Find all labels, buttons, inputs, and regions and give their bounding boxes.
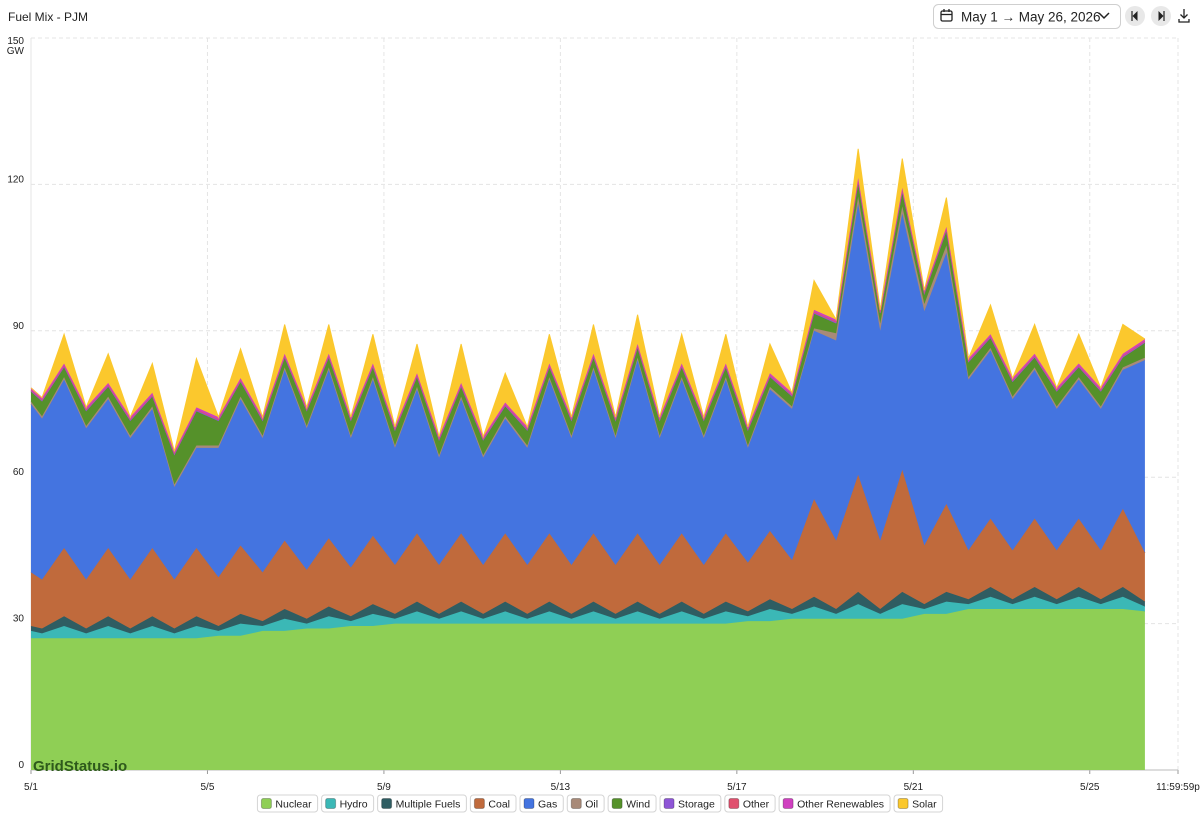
x-tick-label: 11:59:59p (1156, 782, 1200, 793)
area-fill (31, 181, 1145, 485)
legend: Nuclear Hydro Multiple Fuels Coal Gas Oil Wind… (256, 794, 944, 813)
legend-swatch (728, 798, 740, 809)
x-tick-label: 5/13 (551, 782, 571, 793)
legend-item[interactable]: Coal (469, 794, 517, 813)
legend-item[interactable]: Solar (893, 794, 944, 813)
legend-swatch (523, 798, 535, 809)
area-fill (31, 203, 1145, 580)
chevron-down (1098, 12, 1110, 20)
next-button[interactable] (1151, 6, 1171, 26)
legend-label: Other Renewables (797, 799, 884, 811)
legend-item[interactable]: Wind (607, 794, 657, 813)
legend-swatch (663, 798, 675, 809)
legend-label: Wind (626, 799, 650, 811)
x-tick-label: 5/17 (727, 782, 747, 793)
legend-item-box (256, 794, 319, 813)
area-top-line (30, 148, 1146, 452)
y-tick-label: 30 (13, 614, 25, 625)
legend-label: Gas (538, 799, 557, 811)
area-fill (31, 596, 1145, 639)
next-arrow (1158, 11, 1164, 21)
date-range-button[interactable]: May 1 → May 26, 2026 (933, 4, 1121, 29)
x-tick-label: 5/1 (24, 782, 38, 793)
area-fill (31, 469, 1145, 629)
legend-swatch (381, 798, 393, 809)
legend-item[interactable]: Multiple Fuels (377, 794, 467, 813)
legend-label: Oil (585, 799, 598, 811)
legend-item-box (778, 794, 891, 813)
date-range-text: May 1 → May 26, 2026 (961, 10, 1101, 25)
x-tick-label: 5/25 (1080, 782, 1100, 793)
previous-button[interactable] (1125, 6, 1145, 26)
legend-swatch (570, 798, 582, 809)
watermark: GridStatus.io (33, 758, 127, 775)
y-tick-label: 90 (13, 321, 25, 332)
y-unit-label: GW (7, 46, 25, 57)
y-tick-label: 150 (7, 36, 24, 47)
legend-item-box (659, 794, 722, 813)
legend-swatch (782, 798, 794, 809)
legend-label: Nuclear (275, 799, 312, 811)
legend-label: Other (743, 799, 770, 811)
legend-label: Hydro (340, 799, 368, 811)
download-button[interactable] (1178, 9, 1190, 23)
legend-item[interactable]: Nuclear (256, 794, 319, 813)
legend-item[interactable]: Other Renewables (778, 794, 891, 813)
legend-label: Multiple Fuels (396, 799, 461, 811)
x-tick-label: 5/21 (904, 782, 924, 793)
legend-item[interactable]: Other (724, 794, 776, 813)
y-tick-label: 120 (7, 174, 24, 185)
legend-item[interactable]: Storage (659, 794, 722, 813)
x-tick-label: 5/9 (377, 782, 391, 793)
chart-title: Fuel Mix - PJM (8, 10, 88, 24)
calendar-icon (940, 9, 953, 22)
x-tick-label: 5/5 (201, 782, 215, 793)
legend-swatch (473, 798, 485, 809)
area-fill (31, 608, 1145, 770)
legend-label: Coal (488, 799, 510, 811)
legend-label: Storage (678, 799, 715, 811)
legend-swatch (611, 798, 623, 809)
legend-swatch (897, 798, 909, 809)
legend-item[interactable]: Gas (519, 794, 564, 813)
date-range-box (933, 4, 1121, 29)
legend-item[interactable]: Oil (566, 794, 605, 813)
previous-arrow (1132, 11, 1138, 21)
legend-swatch (325, 798, 337, 809)
area-fill (31, 148, 1145, 452)
y-tick-label: 0 (18, 760, 24, 771)
legend-item[interactable]: Hydro (321, 794, 375, 813)
legend-item-box (377, 794, 467, 813)
legend-swatch (260, 798, 272, 809)
y-tick-label: 60 (13, 467, 25, 478)
legend-label: Solar (912, 799, 937, 811)
